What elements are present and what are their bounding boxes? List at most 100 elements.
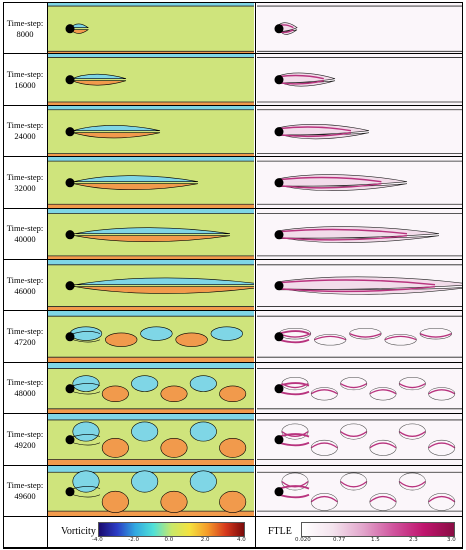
- ftle-ridge: [398, 431, 426, 438]
- vorticity-colorbar-tick: 4.0: [237, 537, 246, 543]
- divider: [47, 362, 48, 415]
- positive-vortex-sheet: [69, 182, 199, 191]
- ftle-ridge: [278, 131, 352, 137]
- timestep-caption: Time-step:: [6, 274, 44, 285]
- cylinder: [274, 24, 284, 34]
- ftle-contour: [428, 440, 456, 456]
- divider: [255, 465, 256, 517]
- cylinder: [65, 75, 75, 85]
- divider: [255, 157, 256, 209]
- timestep-value: 49200: [14, 439, 36, 450]
- ftle-panel: [257, 362, 463, 415]
- vorticity-panel: [48, 414, 254, 466]
- ftle-ridge: [278, 234, 408, 241]
- top-wall-layer: [48, 311, 254, 317]
- ftle-contour: [369, 440, 397, 456]
- timestep-label: Time-step: 47200: [3, 311, 47, 362]
- positive-vortex-sheet: [69, 285, 254, 294]
- vorticity-colorbar-tick: -2.0: [128, 537, 139, 543]
- vorticity-colorbar-tick: -4.0: [92, 537, 103, 543]
- ftle-panel: [257, 311, 463, 363]
- vorticity-panel: [48, 260, 254, 312]
- top-wall-layer: [48, 105, 254, 110]
- wake-vortex: [189, 375, 217, 392]
- ftle-ridge: [278, 126, 352, 132]
- ftle-contour: [349, 328, 382, 340]
- ftle-contour: [340, 376, 368, 390]
- ftle-contour: [419, 328, 452, 340]
- timestep-value: 49600: [14, 491, 36, 502]
- positive-vortex-sheet: [69, 79, 127, 86]
- vorticity-colorbar: [98, 522, 245, 537]
- vorticity-panel: [48, 465, 254, 517]
- bottom-wall-layer: [48, 408, 254, 415]
- cylinder: [274, 383, 284, 394]
- divider: [47, 517, 48, 548]
- ftle-contour: [384, 334, 417, 346]
- negative-vortex-sheet: [69, 74, 127, 81]
- ftle-contour: [428, 492, 456, 511]
- ftle-contour: [398, 472, 426, 490]
- negative-vortex-sheet: [69, 124, 161, 132]
- bottom-wall-layer: [48, 459, 254, 466]
- ftle-colorbar-tick: 3.0: [447, 537, 456, 543]
- ftle-contour: [310, 492, 338, 511]
- ftle-colorbar-title: FTLE: [268, 526, 292, 537]
- cylinder: [274, 229, 284, 239]
- vorticity-colorbar-title: Vorticity: [61, 526, 96, 537]
- ftle-ridge: [398, 382, 426, 389]
- divider: [255, 105, 256, 158]
- timestep-row: Time-step: 48000: [3, 361, 463, 415]
- wake-vortex: [160, 490, 188, 513]
- ftle-contour: [281, 472, 309, 490]
- wake-vortex: [131, 421, 159, 442]
- timestep-label: Time-step: 49600: [3, 466, 47, 517]
- ftle-ridge: [384, 336, 417, 341]
- divider: [47, 414, 48, 466]
- ftle-colorbar-tick: 2.3: [409, 537, 418, 543]
- ftle-ridge: [340, 431, 368, 438]
- top-wall-layer: [48, 465, 254, 472]
- timestep-caption: Time-step:: [6, 428, 44, 439]
- wake-vortex: [105, 333, 138, 348]
- vorticity-colorbar-tick: 0.0: [164, 537, 174, 543]
- cylinder: [274, 178, 284, 188]
- timestep-row: Time-step: 49200: [3, 413, 463, 466]
- ftle-colorbar: [301, 522, 455, 537]
- timestep-row: Time-step: 8000: [3, 2, 463, 55]
- timestep-value: 8000: [16, 28, 34, 39]
- vorticity-field: [48, 260, 254, 312]
- ftle-panel: [257, 465, 463, 517]
- vorticity-panel: [48, 54, 254, 106]
- divider: [255, 54, 256, 106]
- ftle-contour: [340, 472, 368, 490]
- ftle-ridge: [398, 480, 426, 488]
- vorticity-field: [48, 54, 254, 106]
- ftle-ridge: [278, 80, 324, 86]
- timestep-label: Time-step: 46000: [3, 260, 47, 311]
- vorticity-field: [48, 157, 254, 209]
- divider: [47, 208, 48, 260]
- ftle-contour: [369, 387, 397, 401]
- positive-vortex-sheet: [69, 233, 231, 242]
- wake-vortex: [140, 326, 173, 342]
- timestep-row: Time-step: 46000: [3, 259, 463, 312]
- negative-vortex-sheet: [69, 277, 254, 287]
- timestep-label: Time-step: 48000: [3, 363, 47, 414]
- ftle-ridge: [340, 480, 368, 488]
- divider: [255, 362, 256, 415]
- divider: [255, 260, 256, 312]
- ftle-ridge: [278, 442, 310, 447]
- timestep-row: Time-step: 16000: [3, 53, 463, 106]
- ftle-ridge: [428, 495, 456, 503]
- ftle-contour: [398, 376, 426, 390]
- timestep-row: Time-step: 49600: [3, 464, 463, 517]
- ftle-panel: [257, 3, 463, 55]
- vorticity-panel: [48, 311, 254, 363]
- ftle-contour: [314, 334, 347, 346]
- bottom-wall-layer: [48, 153, 254, 158]
- ftle-ridge: [278, 183, 382, 189]
- bottom-wall-layer: [48, 357, 254, 363]
- divider: [255, 3, 256, 55]
